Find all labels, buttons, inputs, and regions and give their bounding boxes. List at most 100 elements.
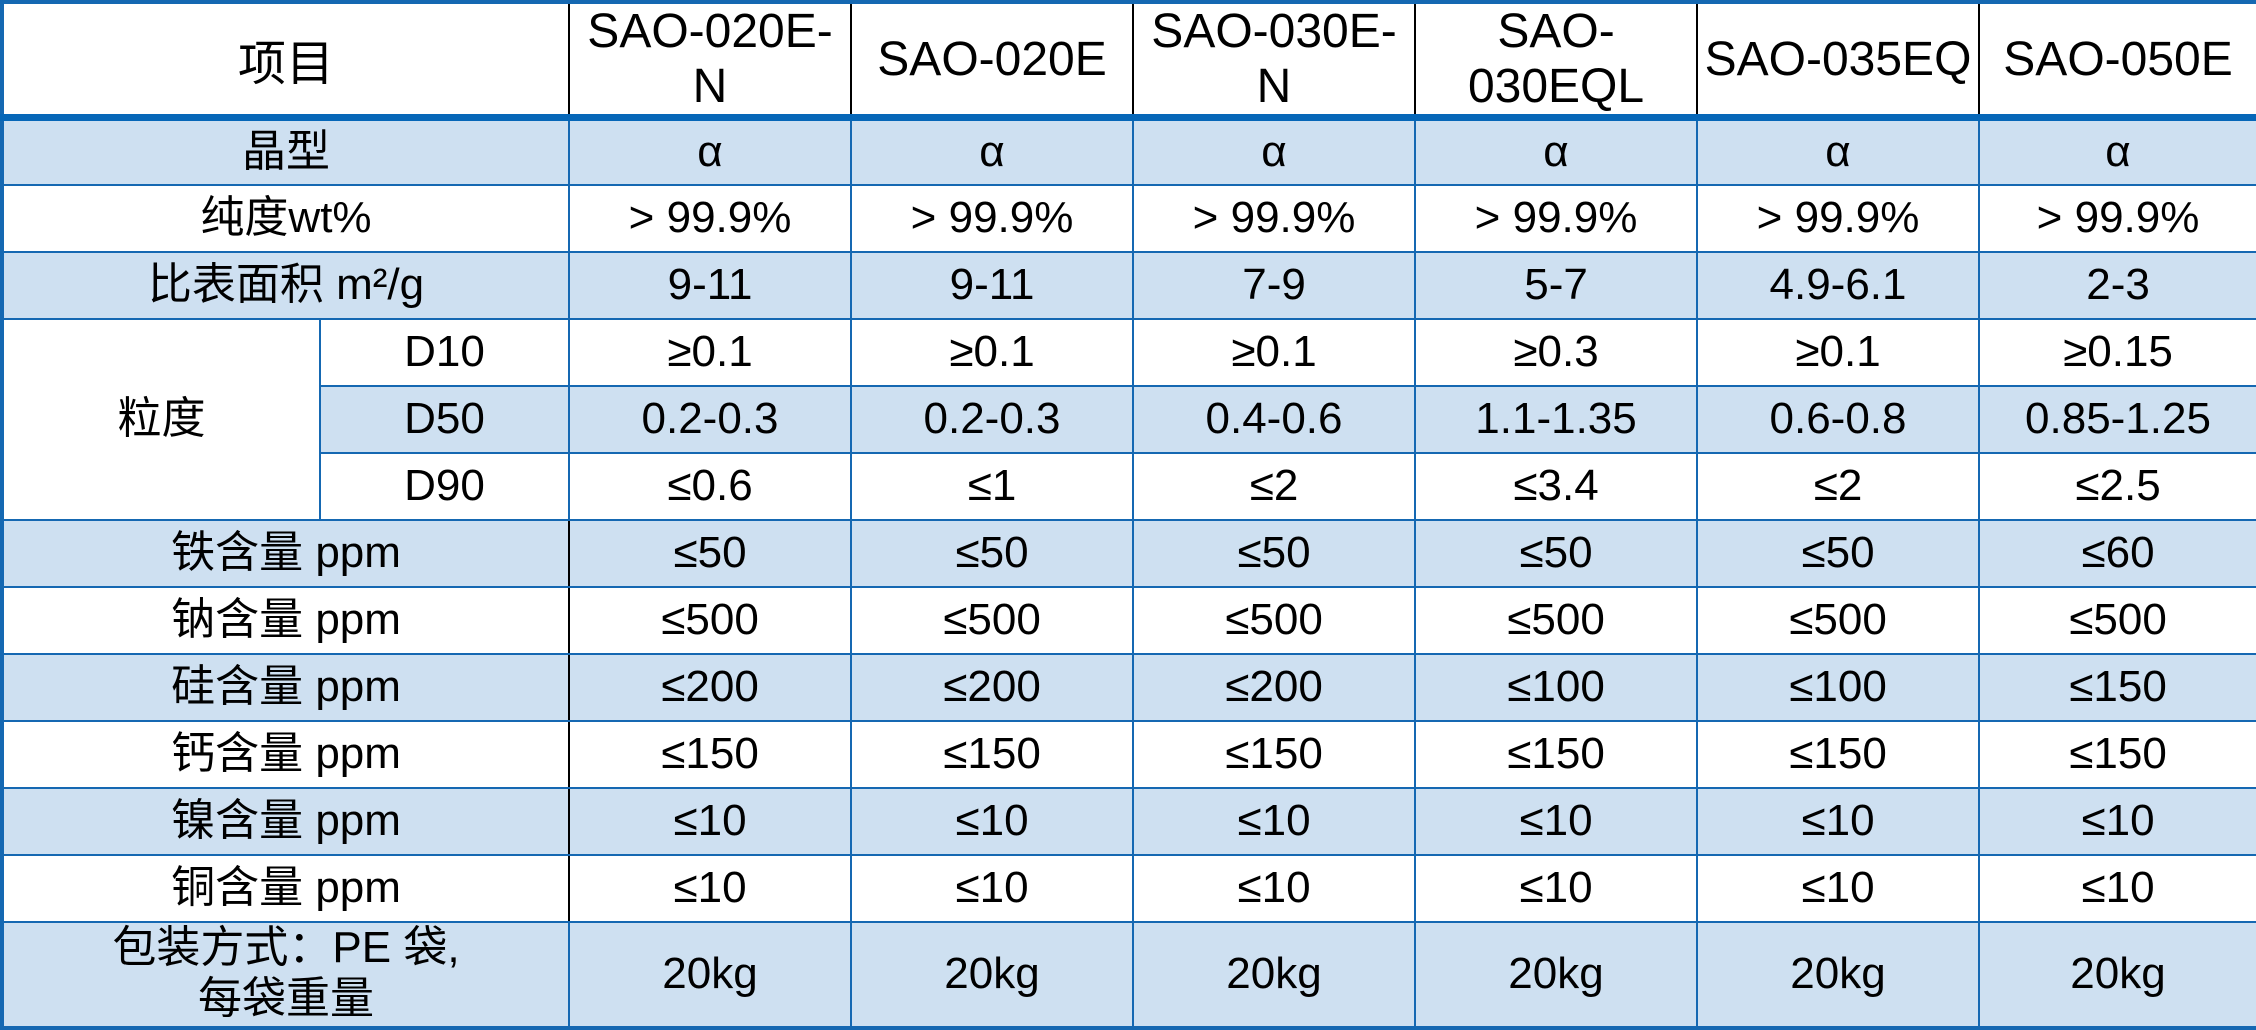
spec-value-cell: α xyxy=(1132,116,1417,186)
spec-value-cell: ≤10 xyxy=(1414,786,1699,856)
spec-value-cell: ≥0.15 xyxy=(1978,317,2256,387)
spec-value-cell: 2-3 xyxy=(1978,250,2256,320)
spec-table-body: 晶型 α α α α α α 纯度wt% > 99.9% > 99.9% > 99.9% > 99.9… xyxy=(0,116,2256,1029)
table-row: D50 0.2-0.3 0.2-0.3 0.4-0.6 1.1-1.35 0.6-0.8 0… xyxy=(2,384,2256,454)
spec-value-cell: α xyxy=(1414,116,1699,186)
spec-value-cell: ≤3.4 xyxy=(1414,451,1699,521)
row-label: 硅含量 ppm xyxy=(0,652,571,722)
spec-value-cell: ≤10 xyxy=(850,786,1135,856)
spec-value-cell: ≤2 xyxy=(1696,451,1981,521)
table-row: D90 ≤0.6 ≤1 ≤2 ≤3.4 ≤2 ≤2.5 xyxy=(2,451,2256,521)
spec-value-cell: ≤150 xyxy=(568,719,853,789)
spec-value-cell: ≤10 xyxy=(1132,786,1417,856)
spec-value-cell: ≤100 xyxy=(1414,652,1699,722)
spec-value-cell: α xyxy=(568,116,853,186)
row-label: 镍含量 ppm xyxy=(0,786,571,856)
spec-value-cell: 0.2-0.3 xyxy=(850,384,1135,454)
spec-value-cell: ≤60 xyxy=(1978,518,2256,588)
spec-value-cell: 0.6-0.8 xyxy=(1696,384,1981,454)
spec-value-cell: ≤150 xyxy=(1132,719,1417,789)
spec-value-cell: ≤10 xyxy=(1696,786,1981,856)
spec-value-cell: ≤10 xyxy=(850,853,1135,923)
spec-value-cell: α xyxy=(1696,116,1981,186)
table-row: 粒度 D10 ≥0.1 ≥0.1 ≥0.1 ≥0.3 ≥0.1 ≥0.15 xyxy=(1,317,2256,521)
row-label: 纯度wt% xyxy=(0,183,571,253)
table-row: 纯度wt% > 99.9% > 99.9% > 99.9% > 99.9% > 99.9%… xyxy=(0,183,2256,253)
row-sub-label: D90 xyxy=(318,451,571,521)
header-product-5: SAO-050E xyxy=(1978,2,2256,121)
spec-value-cell: ≤10 xyxy=(1696,853,1981,923)
spec-value-cell: ≤200 xyxy=(1132,652,1417,722)
spec-value-cell: 0.2-0.3 xyxy=(568,384,853,454)
spec-value-cell: ≤2.5 xyxy=(1978,451,2256,521)
row-label: 比表面积 m²/g xyxy=(0,250,571,320)
header-product-0: SAO-020E-N xyxy=(568,2,853,121)
spec-value-cell: ≤150 xyxy=(1978,652,2256,722)
row-label: 钙含量 ppm xyxy=(0,719,571,789)
spec-value-cell: 1.1-1.35 xyxy=(1414,384,1699,454)
row-group-label: 粒度 xyxy=(1,317,321,521)
spec-value-cell: ≤50 xyxy=(568,518,853,588)
table-row: 钙含量 ppm ≤150 ≤150 ≤150 ≤150 ≤150 ≤150 xyxy=(0,719,2256,789)
spec-value-cell: 4.9-6.1 xyxy=(1696,250,1981,320)
row-label: 铁含量 ppm xyxy=(0,518,571,588)
table-row: 镍含量 ppm ≤10 ≤10 ≤10 ≤10 ≤10 ≤10 xyxy=(0,786,2256,856)
spec-value-cell: α xyxy=(1978,116,2256,186)
header-product-3: SAO-030EQL xyxy=(1414,2,1699,121)
header-product-2: SAO-030E-N xyxy=(1132,2,1417,121)
spec-value-cell: 20kg xyxy=(850,920,1135,1029)
spec-value-cell: ≥0.3 xyxy=(1414,317,1699,387)
spec-value-cell: ≤1 xyxy=(850,451,1135,521)
spec-value-cell: > 99.9% xyxy=(850,183,1135,253)
spec-value-cell: ≥0.1 xyxy=(850,317,1135,387)
spec-value-cell: 20kg xyxy=(1696,920,1981,1029)
spec-value-cell: ≤10 xyxy=(568,786,853,856)
spec-value-cell: > 99.9% xyxy=(1696,183,1981,253)
spec-value-cell: > 99.9% xyxy=(1978,183,2256,253)
spec-value-cell: ≤150 xyxy=(1414,719,1699,789)
spec-value-cell: ≤200 xyxy=(568,652,853,722)
spec-value-cell: ≤150 xyxy=(850,719,1135,789)
spec-value-cell: ≤50 xyxy=(1132,518,1417,588)
header-product-4: SAO-035EQ xyxy=(1696,2,1981,121)
spec-value-cell: 0.4-0.6 xyxy=(1132,384,1417,454)
spec-value-cell: 20kg xyxy=(568,920,853,1029)
table-row: 铁含量 ppm ≤50 ≤50 ≤50 ≤50 ≤50 ≤60 xyxy=(0,518,2256,588)
table-row: 比表面积 m²/g 9-11 9-11 7-9 5-7 4.9-6.1 2-3 xyxy=(0,250,2256,320)
spec-value-cell: ≤150 xyxy=(1696,719,1981,789)
spec-value-cell: ≤10 xyxy=(1132,853,1417,923)
spec-value-cell: 20kg xyxy=(1132,920,1417,1029)
spec-value-cell: ≤500 xyxy=(850,585,1135,655)
row-label: 钠含量 ppm xyxy=(0,585,571,655)
spec-value-cell: ≤50 xyxy=(1414,518,1699,588)
header-item-label: 项目 xyxy=(0,2,571,121)
spec-value-cell: ≥0.1 xyxy=(1696,317,1981,387)
spec-value-cell: 20kg xyxy=(1978,920,2256,1029)
spec-value-cell: ≤500 xyxy=(1696,585,1981,655)
spec-value-cell: ≤500 xyxy=(1978,585,2256,655)
spec-value-cell: ≥0.1 xyxy=(568,317,853,387)
spec-value-cell: α xyxy=(850,116,1135,186)
table-row: 铜含量 ppm ≤10 ≤10 ≤10 ≤10 ≤10 ≤10 xyxy=(0,853,2256,923)
spec-value-cell: ≤200 xyxy=(850,652,1135,722)
spec-value-cell: ≤10 xyxy=(568,853,853,923)
spec-value-cell: > 99.9% xyxy=(568,183,853,253)
spec-value-cell: ≤10 xyxy=(1978,786,2256,856)
spec-value-cell: > 99.9% xyxy=(1132,183,1417,253)
spec-value-cell: 0.85-1.25 xyxy=(1978,384,2256,454)
spec-value-cell: 20kg xyxy=(1414,920,1699,1029)
row-label: 铜含量 ppm xyxy=(0,853,571,923)
spec-value-cell: ≤50 xyxy=(850,518,1135,588)
spec-value-cell: ≤500 xyxy=(1132,585,1417,655)
spec-value-cell: ≥0.1 xyxy=(1132,317,1417,387)
row-label: 包装方式：PE 袋, 每袋重量 xyxy=(0,920,571,1029)
table-row: 晶型 α α α α α α xyxy=(0,116,2256,186)
spec-value-cell: ≤500 xyxy=(1414,585,1699,655)
spec-value-cell: 9-11 xyxy=(568,250,853,320)
spec-value-cell: ≤50 xyxy=(1696,518,1981,588)
row-sub-label: D50 xyxy=(318,384,571,454)
table-row: 包装方式：PE 袋, 每袋重量 20kg 20kg 20kg 20kg 20kg 20kg xyxy=(0,920,2256,1029)
row-sub-label: D10 xyxy=(318,317,571,387)
spec-value-cell: 7-9 xyxy=(1132,250,1417,320)
